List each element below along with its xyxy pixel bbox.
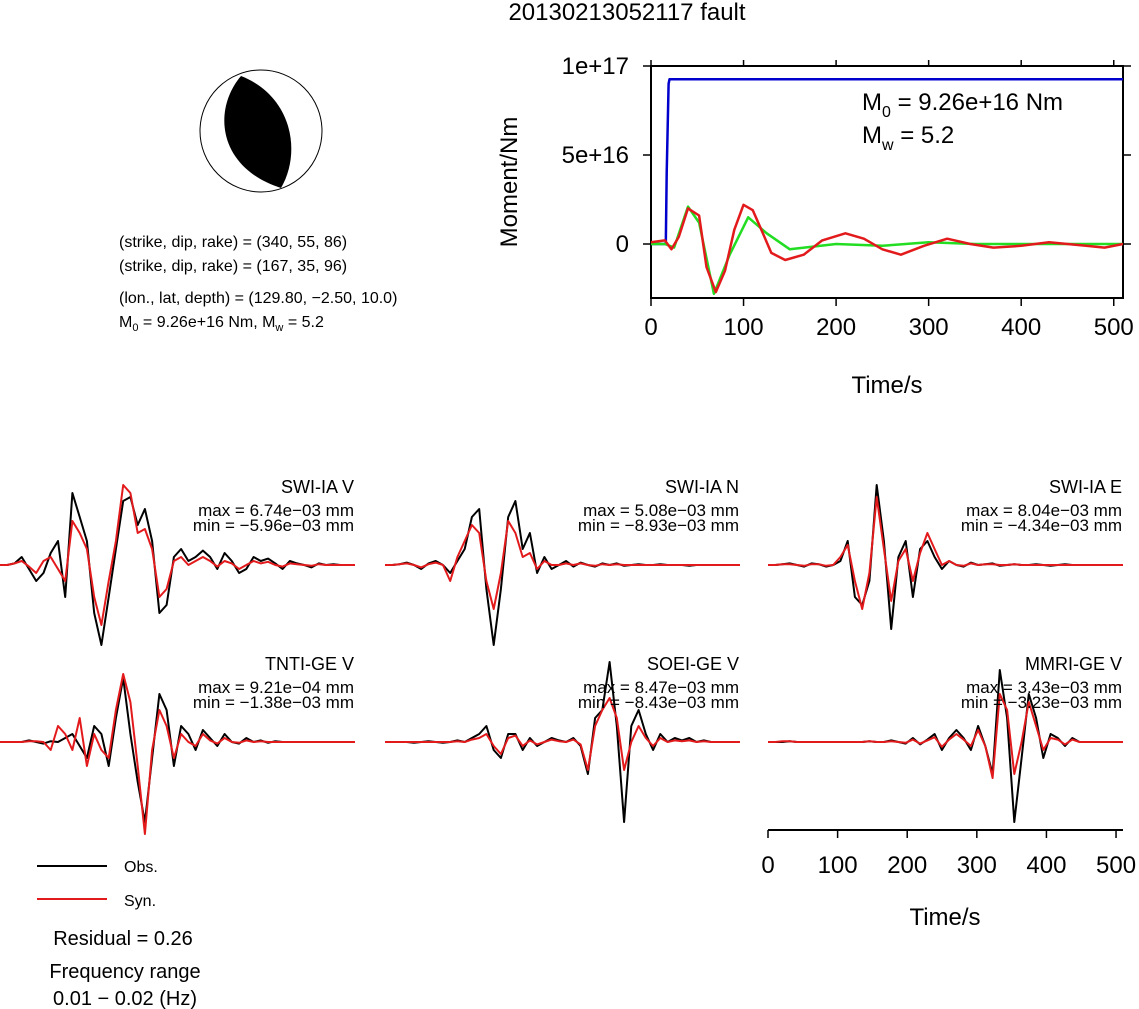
waveform-x-tick-label: 100 xyxy=(818,852,858,879)
waveform-x-tick-label: 400 xyxy=(1026,852,1066,879)
moment-y-tick-label: 0 xyxy=(616,231,629,258)
waveform-synthetic xyxy=(385,697,740,771)
waveform-synthetic xyxy=(768,496,1123,610)
waveform-min-label: min = −5.96e−03 mm xyxy=(193,516,354,535)
waveform-synthetic xyxy=(0,673,355,835)
hypocenter-location: (lon., lat, depth) = (129.80, −2.50, 10.… xyxy=(119,290,397,307)
beachball-compressional-lens xyxy=(224,76,292,188)
nodal-plane-2: (strike, dip, rake) = (167, 35, 96) xyxy=(119,258,347,275)
moment-x-tick-label: 500 xyxy=(1094,314,1134,341)
moment-x-tick-label: 400 xyxy=(1001,314,1041,341)
frequency-range-value: 0.01 − 0.02 (Hz) xyxy=(53,988,197,1009)
nodal-plane-1: (strike, dip, rake) = (340, 55, 86) xyxy=(119,234,347,251)
waveform-x-tick-label: 500 xyxy=(1096,852,1136,879)
source-info: (strike, dip, rake) = (340, 55, 86) (str… xyxy=(119,234,397,334)
residual-label: Residual = 0.26 xyxy=(53,928,193,950)
waveform-min-label: min = −1.38e−03 mm xyxy=(193,693,354,712)
figure-title: 20130213052117 fault xyxy=(508,0,745,26)
waveform-max-label: max = 8.47e−03 mm xyxy=(583,678,739,697)
moment-y-tick-label: 5e+16 xyxy=(562,142,629,169)
moment-x-axis-label: Time/s xyxy=(851,372,922,399)
waveform-x-tick-label: 0 xyxy=(761,852,774,879)
waveform-x-tick-label: 300 xyxy=(957,852,997,879)
waveform-station-label: SWI-IA E xyxy=(1049,477,1122,497)
waveform-station-label: SWI-IA N xyxy=(665,477,739,497)
moment-axes: 0 100 200 300 400 500 1e+17 5e+16 0 xyxy=(562,53,1134,341)
waveform-min-label: min = −8.43e−03 mm xyxy=(578,693,739,712)
moment-y-axis-label: Moment/Nm xyxy=(496,117,523,248)
waveform-max-label: max = 9.21e−04 mm xyxy=(198,678,354,697)
waveform-synthetic xyxy=(385,520,740,610)
waveform-max-label: max = 3.43e−03 mm xyxy=(966,678,1122,697)
moment-annotation-m0: M0 = 9.26e+16 Nm xyxy=(862,89,1063,121)
beachball xyxy=(199,69,323,193)
moment-x-tick-label: 200 xyxy=(816,314,856,341)
moment-x-tick-label: 100 xyxy=(724,314,764,341)
waveform-x-axis-label: Time/s xyxy=(909,904,980,931)
moment-annotation-mw: Mw = 5.2 xyxy=(862,122,954,154)
waveform-min-label: min = −8.93e−03 mm xyxy=(578,516,739,535)
waveform-synthetic xyxy=(768,693,1123,779)
waveform-synthetic xyxy=(0,484,355,626)
legend: Obs. Syn. xyxy=(37,859,158,910)
moment-x-tick-label: 300 xyxy=(909,314,949,341)
moment-series-line-3 xyxy=(650,203,1124,294)
waveform-station-label: TNTI-GE V xyxy=(265,654,354,674)
waveform-x-tick-label: 200 xyxy=(887,852,927,879)
frequency-range-label: Frequency range xyxy=(49,961,200,983)
waveform-observed xyxy=(0,492,355,646)
moment-summary: M0 = 9.26e+16 Nm, Mw = 5.2 xyxy=(119,314,324,334)
waveform-station-label: SOEI-GE V xyxy=(647,654,739,674)
waveform-max-label: max = 8.04e−03 mm xyxy=(966,501,1122,520)
legend-syn-label: Syn. xyxy=(124,893,156,910)
waveform-station-label: SWI-IA V xyxy=(281,477,354,497)
waveform-min-label: min = −4.34e−03 mm xyxy=(961,516,1122,535)
waveform-min-label: min = −3.23e−03 mm xyxy=(961,693,1122,712)
moment-chart-frame xyxy=(650,65,1124,299)
legend-obs-label: Obs. xyxy=(124,859,158,876)
waveform-station-label: MMRI-GE V xyxy=(1025,654,1122,674)
waveform-time-axis: 0 100 200 300 400 500 xyxy=(761,829,1136,879)
moment-y-tick-label: 1e+17 xyxy=(562,53,629,80)
moment-series-group xyxy=(650,77,1124,296)
moment-chart: 0 100 200 300 400 500 1e+17 5e+16 0 Moment/Nm Ti… xyxy=(496,53,1134,399)
waveform-max-label: max = 6.74e−03 mm xyxy=(198,501,354,520)
moment-x-tick-label: 0 xyxy=(644,314,657,341)
waveform-max-label: max = 5.08e−03 mm xyxy=(583,501,739,520)
